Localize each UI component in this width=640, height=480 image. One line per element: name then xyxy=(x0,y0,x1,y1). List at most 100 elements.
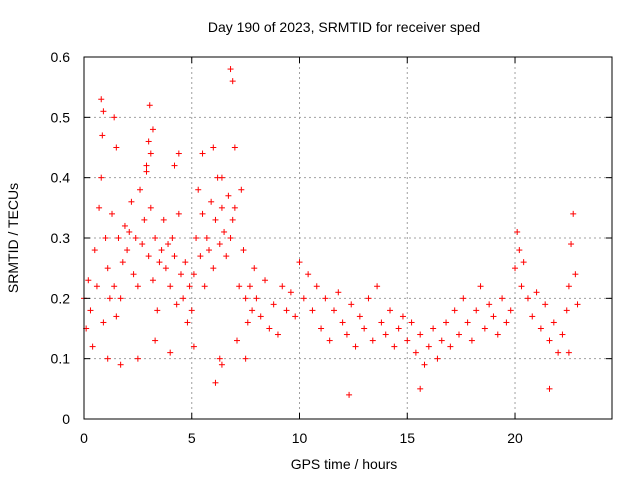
data-point xyxy=(516,247,523,254)
data-point xyxy=(434,355,441,362)
data-point xyxy=(451,307,458,314)
data-point xyxy=(99,132,106,139)
data-point xyxy=(143,162,150,169)
data-point xyxy=(229,78,236,85)
data-point xyxy=(184,319,191,326)
data-point xyxy=(326,337,333,344)
y-tick-label: 0.2 xyxy=(51,290,71,306)
data-point xyxy=(512,265,519,272)
data-point xyxy=(132,235,139,241)
data-point xyxy=(236,283,243,290)
data-point xyxy=(322,295,329,302)
data-point xyxy=(173,301,180,308)
data-point xyxy=(460,295,467,302)
data-point xyxy=(149,277,156,284)
data-point xyxy=(126,228,133,235)
data-points xyxy=(81,66,581,398)
data-point xyxy=(175,210,182,217)
data-point xyxy=(231,144,238,151)
data-point xyxy=(529,313,536,320)
data-point xyxy=(473,307,480,314)
data-point xyxy=(160,216,167,223)
grid-lines xyxy=(84,57,612,419)
data-point xyxy=(408,319,415,326)
data-point xyxy=(542,301,549,308)
x-axis-title: GPS time / hours xyxy=(291,456,398,472)
data-point xyxy=(229,216,236,223)
data-point xyxy=(477,283,484,290)
x-tick-label: 5 xyxy=(188,430,196,446)
data-point xyxy=(486,301,493,308)
data-point xyxy=(518,283,525,290)
data-point xyxy=(201,283,208,290)
data-point xyxy=(251,265,258,272)
y-axis-title: SRMTID / TECUs xyxy=(5,183,21,293)
data-point xyxy=(147,204,154,211)
data-point xyxy=(374,283,381,290)
data-point xyxy=(190,271,197,278)
data-point xyxy=(218,361,225,368)
data-point xyxy=(225,192,232,199)
data-point xyxy=(89,343,96,350)
data-point xyxy=(296,259,303,266)
data-point xyxy=(563,307,570,314)
data-point xyxy=(205,247,212,254)
data-point xyxy=(96,204,103,211)
data-point xyxy=(128,198,135,205)
data-point xyxy=(503,319,510,326)
data-point xyxy=(124,247,131,254)
data-point xyxy=(167,283,174,290)
data-point xyxy=(514,228,521,235)
x-tick-label: 0 xyxy=(80,430,88,446)
data-point xyxy=(109,210,116,217)
data-point xyxy=(559,331,566,338)
data-point xyxy=(246,283,253,290)
data-point xyxy=(180,295,187,302)
data-point xyxy=(292,313,299,320)
data-point xyxy=(98,174,105,181)
data-point xyxy=(152,235,159,241)
data-point xyxy=(507,307,514,314)
x-tick-label: 20 xyxy=(507,430,523,446)
data-point xyxy=(193,235,200,241)
data-point xyxy=(356,313,363,320)
data-point xyxy=(104,265,111,272)
data-point xyxy=(158,247,165,254)
data-point xyxy=(262,277,269,284)
data-point xyxy=(253,295,260,302)
data-point xyxy=(218,204,225,211)
data-point xyxy=(231,204,238,211)
data-point xyxy=(348,301,355,308)
data-point xyxy=(574,301,581,308)
data-point xyxy=(270,301,277,308)
data-point xyxy=(227,66,234,73)
data-point xyxy=(335,289,342,296)
data-point xyxy=(208,198,215,205)
data-point xyxy=(199,210,206,217)
data-point xyxy=(210,144,217,151)
y-tick-label: 0 xyxy=(62,411,70,427)
data-point xyxy=(117,361,124,368)
y-tick-label: 0.3 xyxy=(51,230,71,246)
data-point xyxy=(98,96,105,103)
data-point xyxy=(156,259,163,266)
data-point xyxy=(171,253,178,260)
data-point xyxy=(387,307,394,314)
data-point xyxy=(568,241,575,248)
data-point xyxy=(404,337,411,344)
data-point xyxy=(481,325,488,332)
data-point xyxy=(113,313,120,320)
data-point xyxy=(430,325,437,332)
data-point xyxy=(134,283,141,290)
data-point xyxy=(455,331,462,338)
data-point xyxy=(352,343,359,350)
data-point xyxy=(93,283,100,290)
data-point xyxy=(139,241,146,248)
data-point xyxy=(546,385,553,392)
data-point xyxy=(234,337,241,344)
y-tick-label: 0.6 xyxy=(51,49,71,65)
data-point xyxy=(182,259,189,266)
data-point xyxy=(546,337,553,344)
data-point xyxy=(365,295,372,302)
